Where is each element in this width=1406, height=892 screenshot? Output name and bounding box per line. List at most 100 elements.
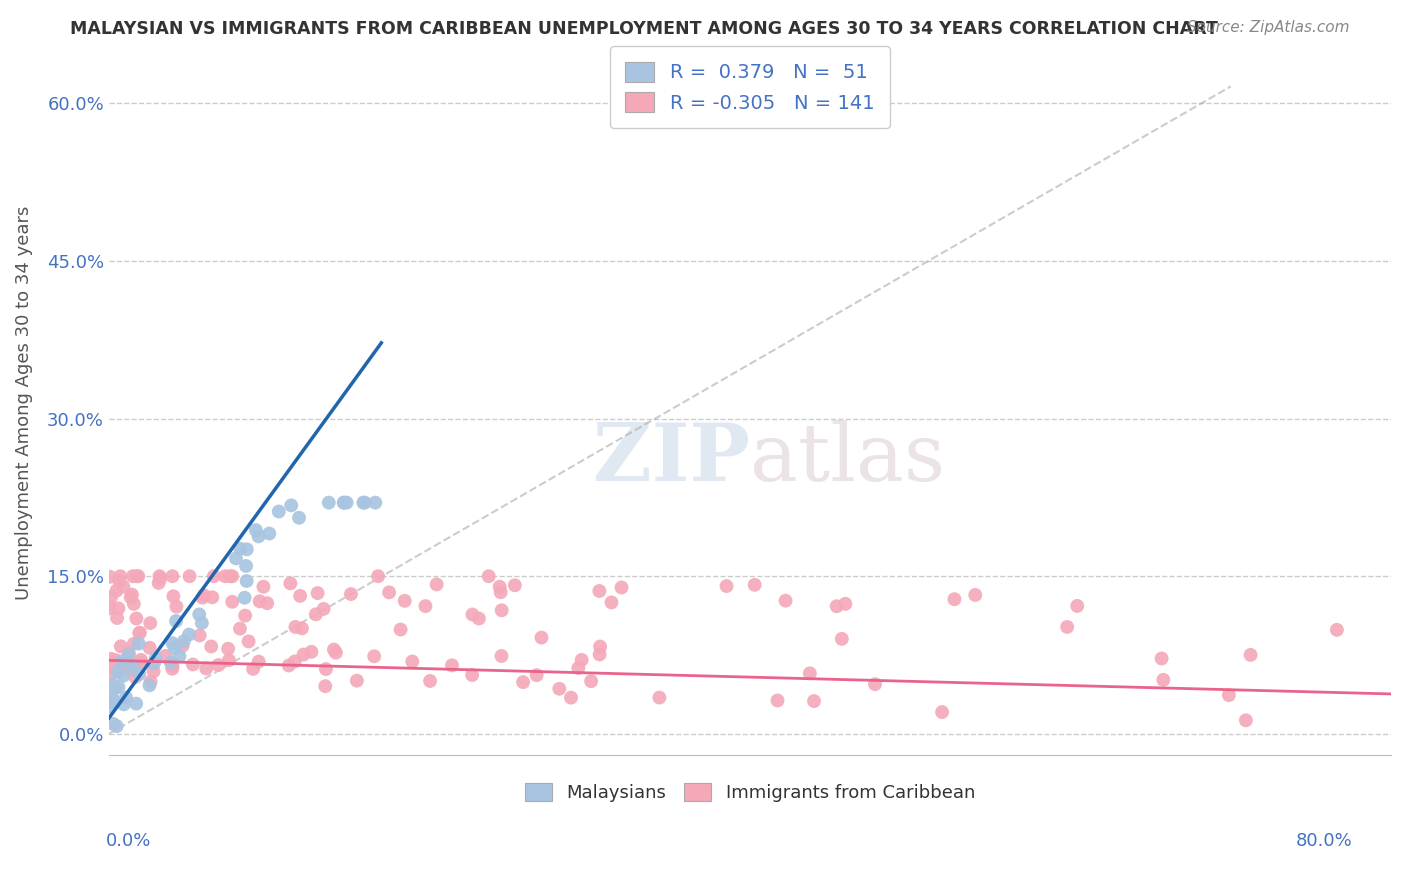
Point: [108, 574, 131, 588]
Point: [112, 669, 135, 683]
Point: [138, 640, 160, 655]
Point: [127, 569, 149, 583]
Point: [299, 645, 322, 659]
Point: [461, 668, 484, 682]
Point: [221, 569, 243, 583]
Point: [336, 496, 359, 510]
Point: [115, 690, 138, 705]
Point: [314, 679, 336, 693]
Point: [863, 677, 886, 691]
Point: [503, 578, 526, 592]
Point: [214, 569, 236, 583]
Point: [468, 611, 491, 625]
Point: [142, 665, 165, 679]
Point: [201, 591, 224, 605]
Point: [162, 659, 184, 673]
Point: [242, 662, 264, 676]
Point: [367, 569, 389, 583]
Point: [121, 588, 143, 602]
Point: [560, 690, 582, 705]
Point: [579, 674, 602, 689]
Point: [110, 640, 132, 654]
Point: [112, 580, 135, 594]
Point: [128, 637, 150, 651]
Point: [104, 681, 127, 695]
Point: [108, 659, 131, 673]
Point: [256, 596, 278, 610]
Point: [284, 620, 307, 634]
Point: [218, 653, 240, 667]
Point: [588, 648, 610, 662]
Point: [200, 640, 222, 654]
Point: [353, 496, 375, 510]
Point: [363, 649, 385, 664]
Point: [195, 661, 218, 675]
Point: [744, 578, 766, 592]
Point: [229, 622, 252, 636]
Point: [461, 607, 484, 622]
Point: [401, 655, 423, 669]
Point: [117, 655, 139, 669]
Point: [1066, 599, 1088, 613]
Point: [202, 569, 225, 583]
Point: [105, 583, 128, 598]
Point: [571, 653, 593, 667]
Point: [221, 595, 243, 609]
Point: [128, 667, 150, 681]
Point: [98, 657, 121, 672]
Point: [567, 661, 589, 675]
Point: [145, 651, 167, 665]
Point: [219, 569, 242, 583]
Point: [128, 626, 150, 640]
Point: [236, 542, 259, 557]
Point: [491, 648, 513, 663]
Point: [188, 607, 211, 622]
Point: [122, 637, 145, 651]
Point: [426, 577, 449, 591]
Point: [589, 640, 612, 654]
Point: [172, 639, 194, 653]
Point: [118, 663, 141, 677]
Point: [931, 705, 953, 719]
Point: [512, 675, 534, 690]
Point: [803, 694, 825, 708]
Point: [277, 658, 299, 673]
Point: [160, 656, 183, 670]
Point: [259, 526, 281, 541]
Point: [125, 569, 148, 583]
Point: [162, 636, 184, 650]
Point: [1326, 623, 1348, 637]
Point: [318, 496, 340, 510]
Point: [112, 698, 135, 712]
Point: [104, 653, 127, 667]
Y-axis label: Unemployment Among Ages 30 to 34 years: Unemployment Among Ages 30 to 34 years: [15, 205, 32, 600]
Point: [307, 586, 329, 600]
Point: [125, 697, 148, 711]
Point: [107, 665, 129, 680]
Point: [177, 627, 200, 641]
Legend: Malaysians, Immigrants from Caribbean: Malaysians, Immigrants from Caribbean: [510, 768, 990, 816]
Point: [1218, 688, 1240, 702]
Point: [799, 666, 821, 681]
Point: [1150, 651, 1173, 665]
Point: [229, 541, 252, 556]
Point: [489, 585, 512, 599]
Point: [235, 558, 257, 573]
Point: [162, 589, 184, 603]
Point: [169, 649, 191, 664]
Point: [117, 647, 139, 661]
Point: [588, 584, 610, 599]
Point: [124, 670, 146, 684]
Point: [1152, 673, 1174, 687]
Point: [148, 576, 170, 591]
Point: [110, 569, 132, 583]
Point: [478, 569, 501, 583]
Point: [111, 654, 134, 668]
Point: [1056, 620, 1078, 634]
Text: ZIP: ZIP: [593, 420, 749, 498]
Point: [288, 589, 311, 603]
Point: [288, 510, 311, 524]
Point: [225, 551, 247, 566]
Text: atlas: atlas: [749, 420, 945, 498]
Point: [162, 569, 184, 583]
